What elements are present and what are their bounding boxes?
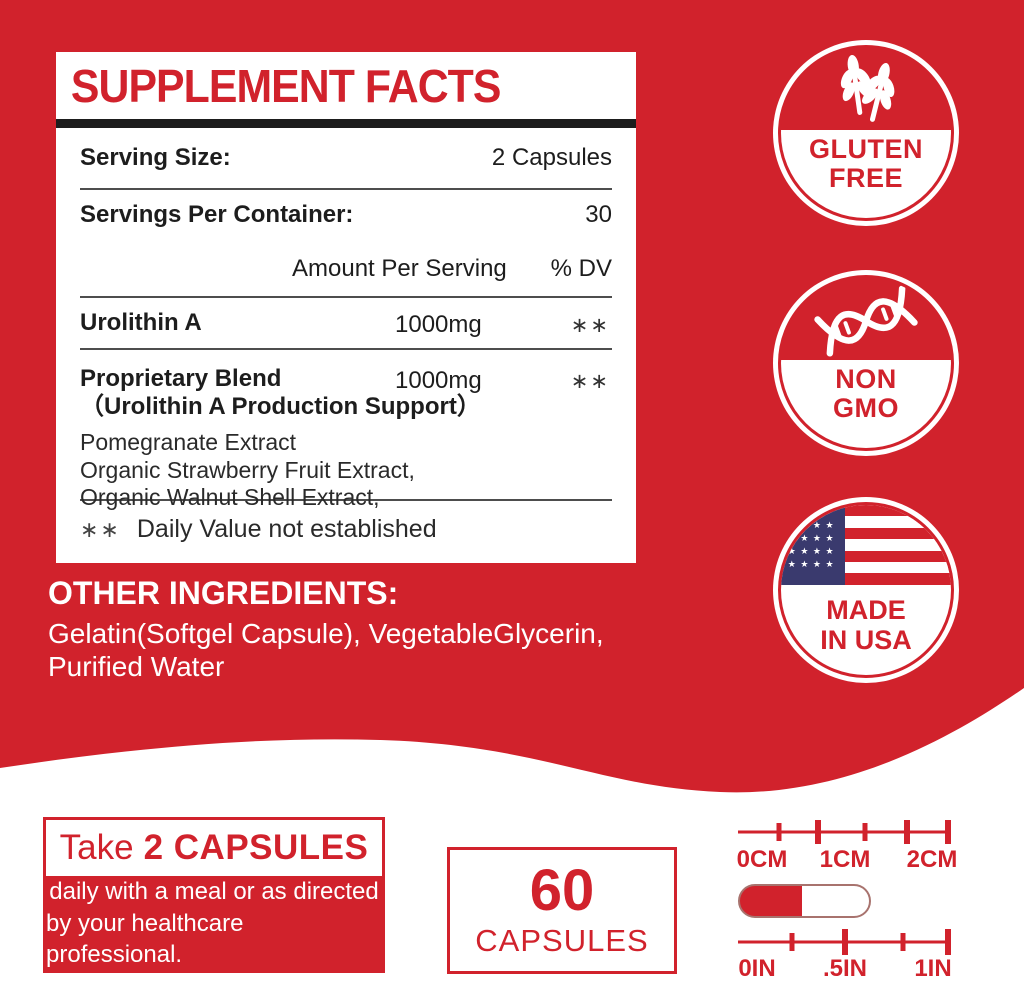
dosage-amount-text: 2 CAPSULES [143,828,369,868]
ingredient-row-urolithin-a: Urolithin A 1000mg ∗∗ [80,298,612,350]
capsule-count-number: 60 [529,858,595,923]
badge-label: GLUTEN FREE [781,129,951,218]
badge-label-line2: FREE [828,162,903,193]
servings-per-container-value: 30 [585,201,612,228]
ruler-label-half-in: .5IN [822,955,867,982]
row-servings-per-container: Servings Per Container: 30 [80,190,612,240]
flag-stripe [844,505,951,517]
blend-name: Proprietary Blend [80,365,282,392]
other-ingredients-body: Gelatin(Softgel Capsule), VegetableGlyce… [48,617,604,683]
flag-stripe [844,527,951,540]
ruler-label-1in: 1IN [914,955,952,982]
dna-icon [781,278,951,365]
ingredient-name: Urolithin A [80,309,202,336]
badge-label: NON GMO [781,359,951,448]
badge-label-line2: IN USA [820,625,912,656]
servings-per-container-label: Servings Per Container: [80,201,354,228]
ruler-label-2cm: 2CM [906,846,958,873]
dosage-title: Take 2 CAPSULES [46,820,382,876]
flag-stripe [844,573,951,585]
blend-component: Pomegranate Extract [80,429,297,456]
serving-size-label: Serving Size: [80,144,231,171]
daily-value-footnote: ∗∗ Daily Value not established [80,501,612,558]
badge-gluten-free: GLUTEN FREE [773,40,959,226]
badge-inner: NON GMO [778,275,954,451]
ingredient-amount: 1000mg [395,367,482,394]
badge-label-line1: NON [835,363,897,394]
ruler-label-0in: 0IN [738,955,776,982]
panel-rows: Serving Size: 2 Capsules Servings Per Co… [56,128,636,558]
badge-label-line1: MADE [826,595,906,626]
badge-made-in-usa: ★ ★ ★ ★ ★ ★ ★ ★ ★ ★ ★ ★ ★ ★ ★ ★ MADE [773,497,959,683]
serving-size-value: 2 Capsules [491,144,612,171]
blend-components: Pomegranate Extract Organic Strawberry F… [80,429,612,512]
ruler-label-1cm: 1CM [819,846,871,873]
amount-per-serving-header: Amount Per Serving [292,255,507,282]
inch-ruler-icon [738,929,951,955]
other-ingredients-heading: OTHER INGREDIENTS: [48,575,399,611]
flag-stripe [844,550,951,563]
other-ingredients-line: Gelatin(Softgel Capsule), VegetableGlyce… [48,618,604,649]
row-amount-header: Amount Per Serving % DV [80,240,612,298]
percent-dv-header: % DV [550,255,612,282]
dosage-instructions-line: daily with a meal or as directed [49,878,379,906]
flag-stars-row: ★ ★ ★ ★ [787,545,835,556]
ingredient-dv: ∗∗ [570,370,610,393]
flag-stripe [844,516,951,528]
usa-flag-icon: ★ ★ ★ ★ ★ ★ ★ ★ ★ ★ ★ ★ ★ ★ ★ ★ [781,505,951,585]
flag-canton: ★ ★ ★ ★ ★ ★ ★ ★ ★ ★ ★ ★ ★ ★ ★ ★ [781,505,845,585]
flag-stars-row: ★ ★ ★ ★ [787,519,835,530]
badge-inner: GLUTEN FREE [778,45,954,221]
flag-stripes [844,505,951,585]
dosage-take-text: Take [59,828,134,868]
ingredient-dv: ∗∗ [570,314,610,337]
flag-stripe [844,562,951,574]
other-ingredients-line: Purified Water [48,651,225,683]
badge-label-line1: GLUTEN [809,133,923,164]
badge-inner: ★ ★ ★ ★ ★ ★ ★ ★ ★ ★ ★ ★ ★ ★ ★ ★ MADE [778,502,954,678]
badge-non-gmo: NON GMO [773,270,959,456]
flag-stars-row: ★ ★ ★ ★ [787,532,835,543]
ingredient-amount: 1000mg [395,311,482,338]
title-divider-bar [56,119,636,128]
ingredient-row-proprietary-blend: Proprietary Blend （Urolithin A Productio… [80,350,612,510]
blend-component: Organic Walnut Shell Extract, [80,484,380,511]
capsule-count-box: 60 CAPSULES [447,847,677,974]
capsule-icon [738,884,871,918]
dosage-instructions-line: by your healthcare professional. [46,909,244,968]
dosage-box: Take 2 CAPSULES daily with a meal or as … [43,817,385,973]
badge-label: MADE IN USA [781,595,951,655]
dosage-instructions: daily with a meal or as directed by your… [46,876,382,970]
flag-stars-row: ★ ★ ★ ★ [787,558,835,569]
footnote-text: Daily Value not established [136,515,437,543]
footnote-asterisks: ∗∗ [80,516,121,542]
cm-ruler-icon [738,820,951,844]
capsule-count-label: CAPSULES [475,923,649,958]
wheat-icon [781,48,951,135]
ruler-label-0cm: 0CM [736,846,788,873]
badge-label-line2: GMO [833,392,899,423]
row-serving-size: Serving Size: 2 Capsules [80,128,612,190]
panel-title: SUPPLEMENT FACTS [70,59,502,112]
blend-subname: （Urolithin A Production Support） [80,392,481,420]
supplement-facts-panel: SUPPLEMENT FACTS Serving Size: 2 Capsule… [48,44,644,571]
flag-stripe [844,539,951,551]
blend-component: Organic Strawberry Fruit Extract, [80,456,415,483]
